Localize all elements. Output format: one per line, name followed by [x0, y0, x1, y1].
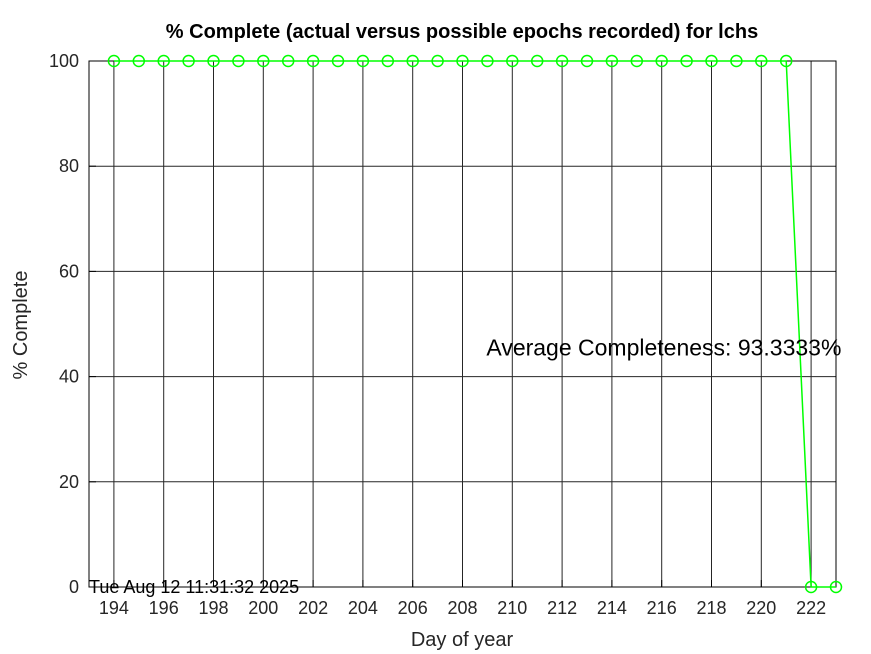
x-tick-label: 204 [348, 598, 378, 618]
y-tick-label: 100 [49, 51, 79, 71]
data-point [456, 54, 469, 68]
data-point [157, 54, 170, 68]
y-axis-ticks: 0 20 40 60 80 100 [49, 51, 96, 597]
data-point [555, 54, 569, 68]
x-axis-ticks: 194 196 198 200 202 204 206 208 210 212 214 216 218 2… [99, 580, 826, 618]
data-point [207, 54, 220, 68]
data-point [107, 54, 121, 68]
x-tick-label: 196 [149, 598, 179, 618]
grid-lines [89, 60, 836, 588]
data-point [730, 54, 743, 68]
y-tick-label: 80 [59, 156, 79, 176]
data-point [655, 54, 668, 68]
data-point [306, 54, 320, 68]
x-tick-label: 194 [99, 598, 129, 618]
data-point [232, 54, 245, 68]
data-point [755, 54, 768, 68]
data-point [381, 54, 395, 68]
data-point [182, 54, 195, 68]
x-tick-label: 222 [796, 598, 826, 618]
data-point [680, 54, 693, 68]
x-tick-label: 198 [198, 598, 228, 618]
data-point [281, 54, 295, 68]
y-tick-label: 20 [59, 472, 79, 492]
data-point [431, 54, 444, 68]
chart-title: % Complete (actual versus possible epoch… [166, 21, 758, 43]
x-tick-label: 220 [746, 598, 776, 618]
data-point [829, 580, 843, 594]
data-point [779, 54, 793, 68]
x-tick-label: 212 [547, 598, 577, 618]
x-tick-label: 214 [597, 598, 627, 618]
data-point [356, 54, 370, 68]
annotation-layer: Average Completeness: 93.3333% [486, 335, 841, 361]
data-point [804, 580, 818, 594]
data-point [580, 54, 594, 68]
data-point [331, 54, 345, 68]
data-point [406, 54, 419, 68]
timestamp-label: Tue Aug 12 11:31:32 2025 [89, 577, 299, 597]
series-layer [107, 54, 843, 594]
data-point [257, 54, 270, 68]
x-axis-label: Day of year [411, 629, 514, 651]
series-line [113, 60, 836, 588]
data-point [481, 54, 494, 68]
data-point [132, 54, 146, 68]
x-tick-label: 208 [447, 598, 477, 618]
data-point [705, 54, 718, 68]
x-tick-label: 218 [696, 598, 726, 618]
y-axis-label: % Complete [10, 271, 32, 380]
y-tick-label: 60 [59, 261, 79, 281]
data-point [605, 54, 619, 68]
y-tick-label: 0 [69, 577, 79, 597]
x-tick-label: 202 [298, 598, 328, 618]
y-tick-label: 40 [59, 367, 79, 387]
data-point [506, 54, 519, 68]
data-point [630, 54, 644, 68]
average-annotation: Average Completeness: 93.3333% [486, 335, 841, 361]
x-tick-label: 210 [497, 598, 527, 618]
x-tick-label: 206 [398, 598, 428, 618]
x-tick-label: 200 [248, 598, 278, 618]
x-tick-label: 216 [647, 598, 677, 618]
data-point [530, 54, 544, 68]
